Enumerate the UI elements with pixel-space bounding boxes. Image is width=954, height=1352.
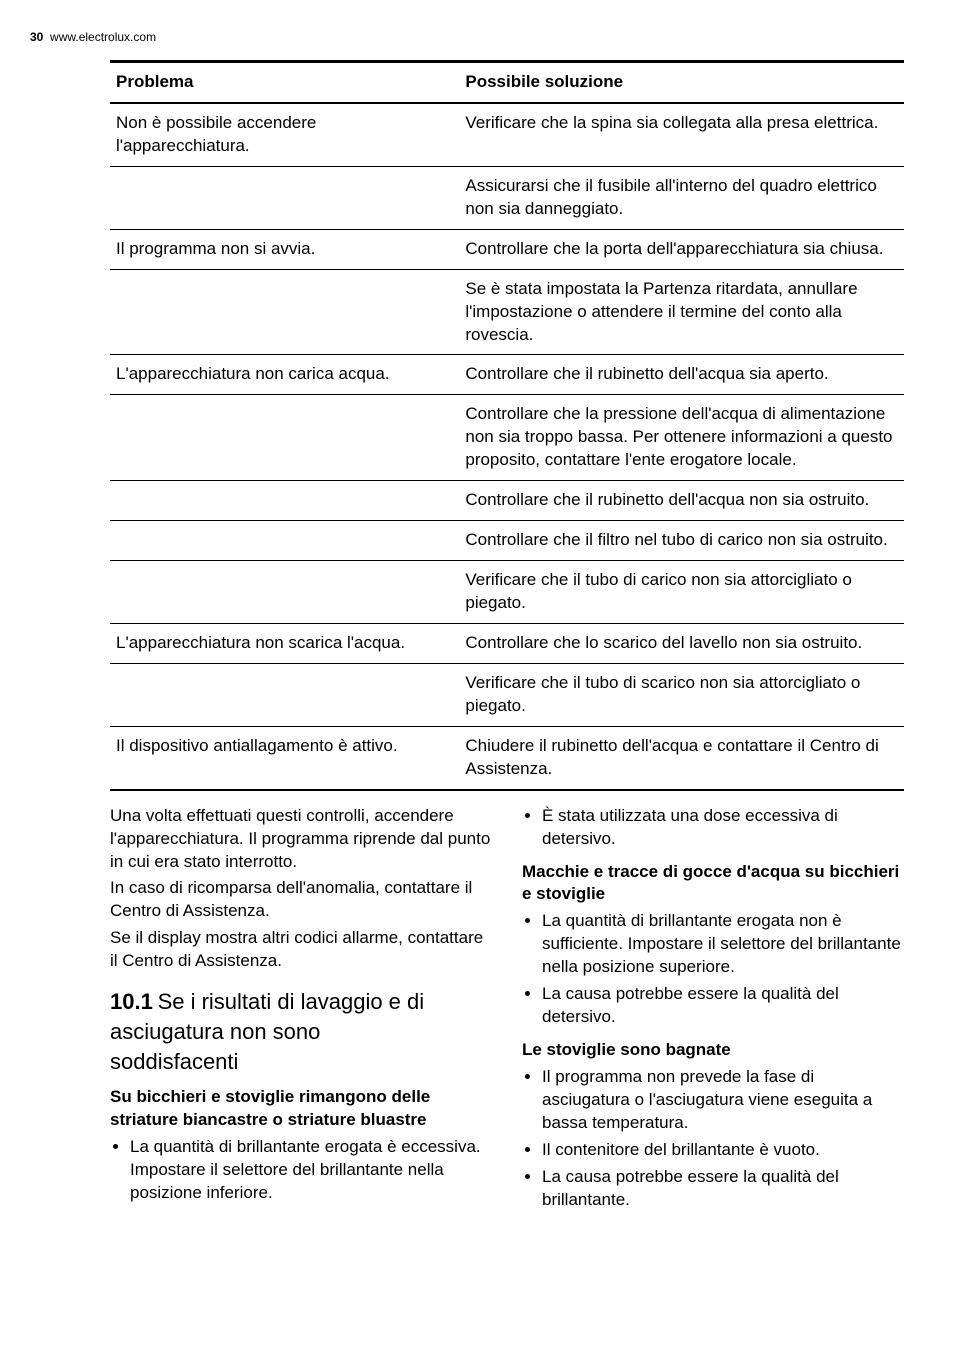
cell-problem <box>110 481 459 521</box>
cell-problem: Il dispositivo antiallagamento è attivo. <box>110 726 459 789</box>
paragraph: Una volta effettuati questi controlli, a… <box>110 805 492 874</box>
table-row: Non è possibile accendere l'apparecchiat… <box>110 103 904 166</box>
table-row: Assicurarsi che il fusibile all'interno … <box>110 166 904 229</box>
section-title: soddisfacenti <box>110 1049 238 1074</box>
bullet-list: È stata utilizzata una dose eccessiva di… <box>522 805 904 851</box>
bullet-list: Il programma non prevede la fase di asci… <box>522 1066 904 1212</box>
table-row: Controllare che il rubinetto dell'acqua … <box>110 481 904 521</box>
cell-solution: Controllare che il rubinetto dell'acqua … <box>459 355 904 395</box>
cell-solution: Verificare che il tubo di carico non sia… <box>459 561 904 624</box>
cell-problem: L'apparecchiatura non scarica l'acqua. <box>110 623 459 663</box>
table-row: Controllare che il filtro nel tubo di ca… <box>110 521 904 561</box>
list-item: È stata utilizzata una dose eccessiva di… <box>542 805 904 851</box>
cell-solution: Controllare che lo scarico del lavello n… <box>459 623 904 663</box>
cell-solution: Chiudere il rubinetto dell'acqua e conta… <box>459 726 904 789</box>
table-row: Il dispositivo antiallagamento è attivo.… <box>110 726 904 789</box>
list-item: La quantità di brillantante erogata non … <box>542 910 904 979</box>
cell-problem <box>110 269 459 355</box>
cell-solution: Controllare che il filtro nel tubo di ca… <box>459 521 904 561</box>
left-column: Una volta effettuati questi controlli, a… <box>110 805 492 1216</box>
bullet-list: La quantità di brillantante erogata non … <box>522 910 904 1029</box>
table-row: Il programma non si avvia.Controllare ch… <box>110 229 904 269</box>
table-header-problem: Problema <box>110 62 459 103</box>
section-number: 10.1 <box>110 989 153 1014</box>
paragraph: Se il display mostra altri codici allarm… <box>110 927 492 973</box>
table-header-solution: Possibile soluzione <box>459 62 904 103</box>
header-url: www.electrolux.com <box>50 30 156 44</box>
table-row: Se è stata impostata la Partenza ritarda… <box>110 269 904 355</box>
cell-problem: L'apparecchiatura non carica acqua. <box>110 355 459 395</box>
list-item: La causa potrebbe essere la qualità del … <box>542 1166 904 1212</box>
table-row: Verificare che il tubo di scarico non si… <box>110 663 904 726</box>
cell-solution: Verificare che il tubo di scarico non si… <box>459 663 904 726</box>
page-number: 30 <box>30 30 43 44</box>
list-item: Il programma non prevede la fase di asci… <box>542 1066 904 1135</box>
cell-solution: Controllare che il rubinetto dell'acqua … <box>459 481 904 521</box>
subheading: Macchie e tracce di gocce d'acqua su bic… <box>522 861 904 907</box>
cell-solution: Controllare che la pressione dell'acqua … <box>459 395 904 481</box>
cell-problem <box>110 395 459 481</box>
list-item: Il contenitore del brillantante è vuoto. <box>542 1139 904 1162</box>
page-header: 30 www.electrolux.com <box>30 30 904 44</box>
cell-problem <box>110 561 459 624</box>
main-content: Problema Possibile soluzione Non è possi… <box>110 60 904 1216</box>
table-row: L'apparecchiatura non scarica l'acqua.Co… <box>110 623 904 663</box>
section-heading: 10.1 Se i risultati di lavaggio e di asc… <box>110 987 492 1076</box>
table-row: Verificare che il tubo di carico non sia… <box>110 561 904 624</box>
list-item: La quantità di brillantante erogata è ec… <box>130 1136 492 1205</box>
cell-problem: Il programma non si avvia. <box>110 229 459 269</box>
cell-solution: Controllare che la porta dell'apparecchi… <box>459 229 904 269</box>
table-row: Controllare che la pressione dell'acqua … <box>110 395 904 481</box>
troubleshooting-table: Problema Possibile soluzione Non è possi… <box>110 60 904 791</box>
cell-problem <box>110 663 459 726</box>
section-title: asciugatura non sono <box>110 1019 320 1044</box>
table-row: L'apparecchiatura non carica acqua.Contr… <box>110 355 904 395</box>
cell-problem: Non è possibile accendere l'apparecchiat… <box>110 103 459 166</box>
right-column: È stata utilizzata una dose eccessiva di… <box>522 805 904 1216</box>
bullet-list: La quantità di brillantante erogata è ec… <box>110 1136 492 1205</box>
subheading: Su bicchieri e stoviglie rimangono delle… <box>110 1086 492 1132</box>
two-column-text: Una volta effettuati questi controlli, a… <box>110 805 904 1216</box>
section-title: Se i risultati di lavaggio e di <box>158 989 425 1014</box>
cell-solution: Se è stata impostata la Partenza ritarda… <box>459 269 904 355</box>
subheading: Le stoviglie sono bagnate <box>522 1039 904 1062</box>
cell-problem <box>110 166 459 229</box>
cell-solution: Assicurarsi che il fusibile all'interno … <box>459 166 904 229</box>
cell-solution: Verificare che la spina sia collegata al… <box>459 103 904 166</box>
list-item: La causa potrebbe essere la qualità del … <box>542 983 904 1029</box>
cell-problem <box>110 521 459 561</box>
paragraph: In caso di ricomparsa dell'anomalia, con… <box>110 877 492 923</box>
